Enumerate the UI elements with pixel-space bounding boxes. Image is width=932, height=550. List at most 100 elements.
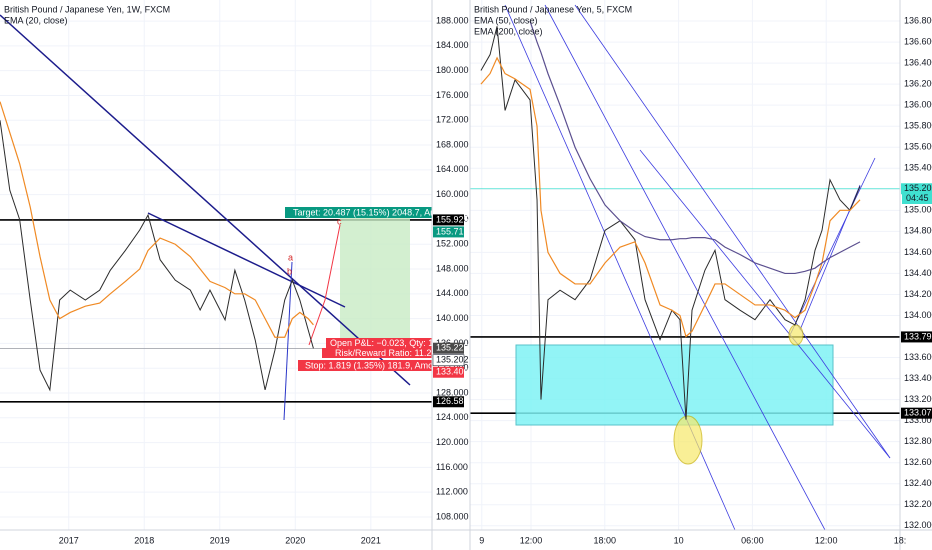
y-tick-label: 135.400 [904,163,932,173]
trend-line [0,14,411,386]
drawings [0,4,891,530]
y-tick-label: 132.200 [904,499,932,509]
y-tick-label: 184.000 [436,40,469,50]
chart-title: British Pound / Japanese Yen, 1W, FXCM [4,4,170,14]
stop-label: Stop: 1.819 (1.35%) 181.9, Amount: 75 [305,360,461,370]
y-tick-label: 132.400 [904,478,932,488]
y-tick-label: 136.400 [904,57,932,67]
y-tick-label: 134.400 [904,268,932,278]
y-tick-label: 120.000 [436,437,469,447]
price-label: 135.202 [436,355,469,365]
rr-box [322,348,432,358]
y-tick-label: 108.000 [436,511,469,521]
y-tick-label: 128.000 [436,387,469,397]
price-label: 133.796 [904,331,932,341]
annotations: Target: 20.487 (15.15%) 2048.7, Amount: … [285,193,932,371]
x-tick-label: 06:00 [741,535,764,545]
x-tick-label: 12:00 [815,535,838,545]
x-tick-label: 2021 [361,535,381,545]
legend-entry: EMA (200, close) [474,26,543,36]
pl-box [326,338,432,348]
price-line [480,56,861,338]
trend-line [544,4,826,530]
price-line [0,120,314,392]
price-label-box [433,396,464,408]
price-label: 126.587 [436,396,469,406]
wave-label: c [337,216,342,226]
x-tick-label: 2019 [210,535,230,545]
trend-line [639,149,891,459]
legend-entry: EMA (50, close) [474,15,538,25]
y-tick-label: 136.200 [904,79,932,89]
target-label: Target: 20.487 (15.15%) 2048.7, Amount: … [293,207,465,217]
y-tick-label: 112.000 [436,487,468,497]
price-label-box [901,331,932,343]
price-label-box [432,354,465,366]
x-tick-label: 2018 [134,535,154,545]
y-tick-label: 152.000 [436,239,469,249]
y-tick-label: 140.000 [436,313,469,323]
chart-title: British Pound / Japanese Yen, 5, FXCM [474,4,632,14]
price-label: 133.071 [904,408,932,418]
trend-line [789,157,876,336]
price-label-box [433,366,464,378]
y-tick-label: 135.600 [904,142,932,152]
y-tick-label: 180.000 [436,65,469,75]
y-tick-label: 135.800 [904,121,932,131]
price-label: 155.712 [436,226,469,236]
y-tick-label: 188.000 [436,15,469,25]
y-tick-label: 133.000 [904,415,932,425]
wave-label: b [287,266,292,276]
x-tick-label: 9 [479,535,484,545]
y-tick-label: 172.000 [436,115,469,125]
x-tick-label: 18:00 [594,535,617,545]
y-tick-label: 133.200 [904,394,932,404]
price-line [529,20,861,275]
y-tick-label: 136.600 [904,36,932,46]
timer: 04:45 [906,193,929,203]
price-label-box [901,407,932,419]
price-label: 155.925 [436,214,469,224]
y-tick-label: 134.600 [904,247,932,257]
price-line [480,26,861,420]
y-tick-label: 160.000 [436,189,469,199]
stop-box [298,360,432,371]
price-label-box [433,214,464,226]
y-tick-label: 136.000 [904,100,932,110]
y-tick-label: 134.200 [904,289,932,299]
y-tick-label: 134.000 [904,310,932,320]
y-tick-label: 144.000 [436,288,469,298]
y-tick-label: 124.000 [436,412,469,422]
y-tick-label: 134.800 [904,226,932,236]
y-tick-label: 168.000 [436,139,469,149]
highlight [788,324,804,346]
pl-label: Open P&L: −0.023, Qty: 137 [330,338,443,348]
price-label-box [433,226,464,238]
target-box [285,207,432,218]
trend-line [574,4,891,459]
y-tick-label: 133.600 [904,352,932,362]
price-label-box [433,342,464,354]
price-line [0,101,314,338]
legend-entry: EMA (20, close) [4,15,68,25]
y-tick-label: 133.400 [904,373,932,383]
y-tick-label: 164.000 [436,164,469,174]
x-tick-label: 10 [674,535,684,545]
wave-label: a [288,252,293,262]
target-zone [340,218,410,345]
y-tick-label: 135.000 [904,205,932,215]
rr-label: Risk/Reward Ratio: 11.26 [335,348,436,358]
x-tick-label: 12:00 [520,535,543,545]
y-tick-label: 132.600 [904,457,932,467]
price-label-box [901,183,932,195]
price-label: 135.205 [904,183,932,193]
y-tick-label: 132.800 [904,436,932,446]
projection [308,224,341,346]
y-tick-label: 148.000 [436,263,469,273]
trend-line [147,212,346,308]
x-tick-label: 18: [894,535,907,545]
y-tick-label: 176.000 [436,90,469,100]
price-label: 133.406 [436,367,469,377]
y-tick-label: 116.000 [436,462,468,472]
